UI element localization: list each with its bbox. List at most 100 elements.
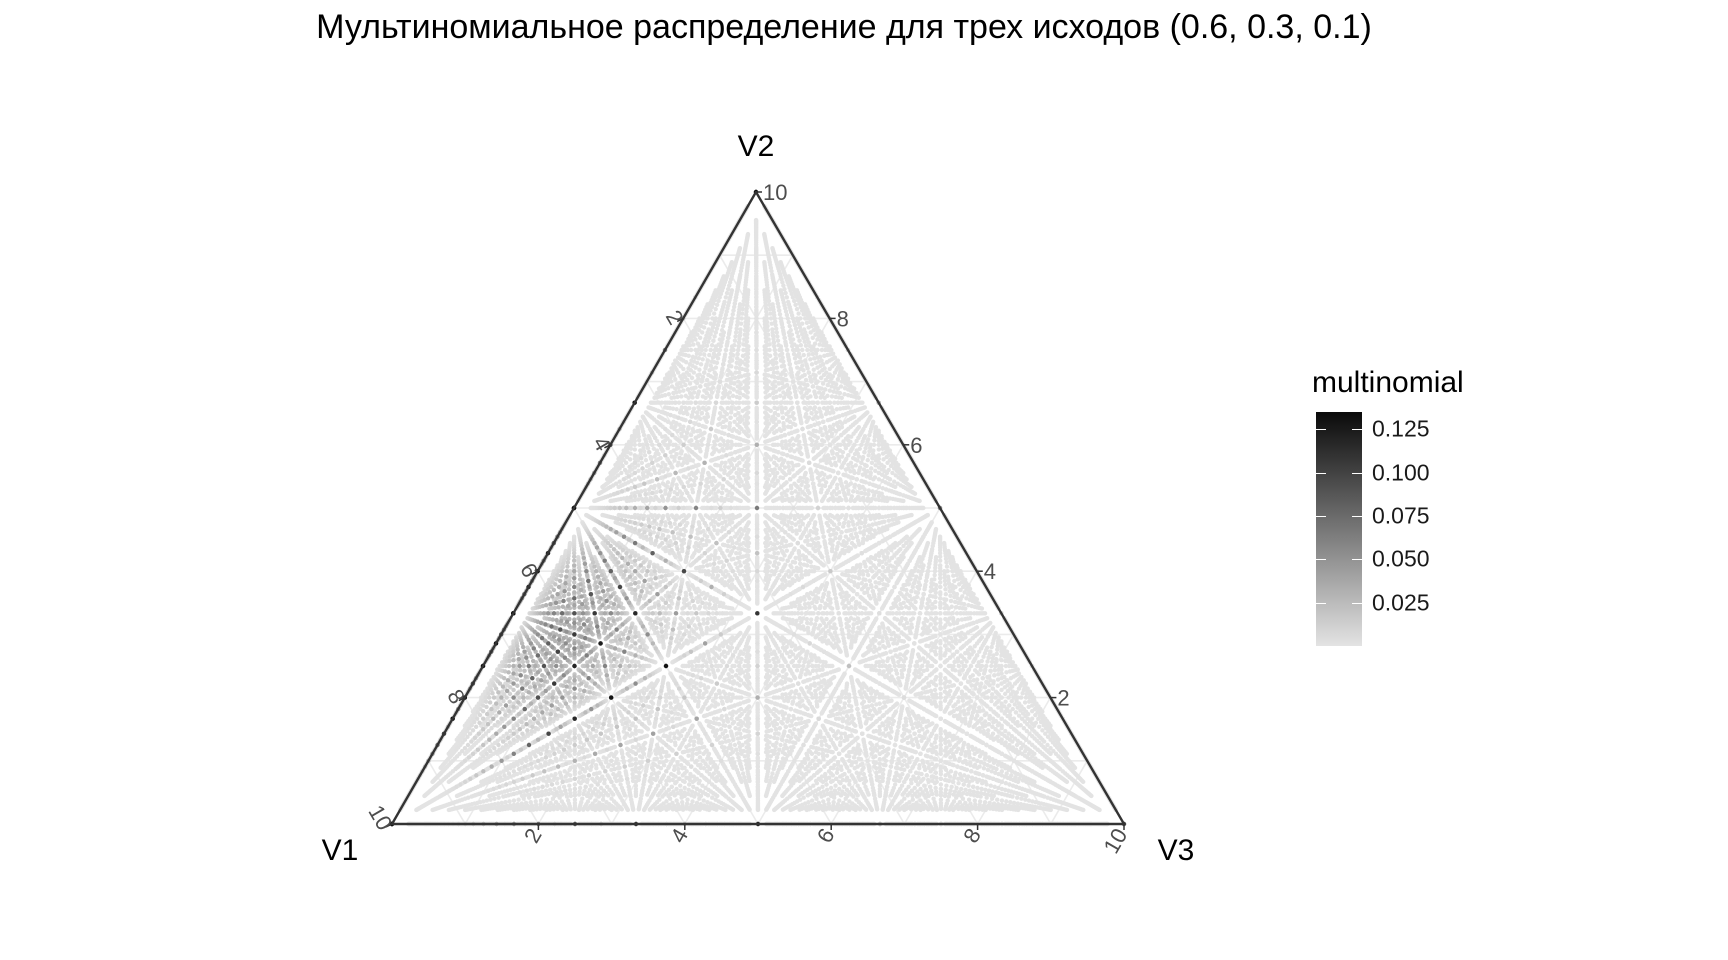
data-point <box>978 794 983 799</box>
data-point <box>989 663 994 669</box>
data-point <box>1029 716 1035 721</box>
data-point <box>897 760 902 766</box>
data-point <box>985 659 990 664</box>
data-point <box>989 695 995 700</box>
data-point <box>881 762 886 767</box>
data-point <box>985 695 990 700</box>
data-point <box>908 577 913 582</box>
data-point <box>977 708 983 714</box>
data-point <box>989 659 995 665</box>
data-point <box>915 724 920 729</box>
data-point <box>922 783 927 788</box>
data-point <box>938 674 943 679</box>
data-point <box>991 801 997 806</box>
data-point <box>813 360 819 366</box>
data-point <box>1043 731 1048 736</box>
data-point <box>994 711 999 717</box>
data-point <box>994 651 999 657</box>
data-point <box>891 641 896 646</box>
data-point <box>999 791 1005 797</box>
data-point <box>926 644 932 649</box>
data-point <box>990 731 996 736</box>
data-point <box>995 723 1001 728</box>
data-point <box>995 734 1000 740</box>
data-point <box>963 800 968 806</box>
data-point <box>975 785 980 791</box>
data-point <box>931 796 936 801</box>
data-point <box>915 663 920 669</box>
data-point <box>892 782 898 787</box>
data-point <box>880 446 885 451</box>
data-point <box>938 793 944 798</box>
data-point <box>967 679 973 684</box>
data-point <box>1033 720 1039 726</box>
data-point <box>910 572 915 578</box>
data-point <box>960 594 965 599</box>
data-point <box>966 603 971 608</box>
data-point <box>1009 773 1014 778</box>
data-point <box>974 670 980 675</box>
data-point <box>962 632 967 637</box>
data-point <box>1008 675 1014 681</box>
data-point <box>842 738 847 744</box>
data-point <box>1005 735 1010 741</box>
data-point <box>989 644 994 650</box>
data-point <box>957 712 962 718</box>
data-point <box>916 771 922 776</box>
data-point <box>972 762 978 767</box>
data-point <box>867 449 872 454</box>
data-point <box>966 651 971 657</box>
data-point <box>1017 776 1022 782</box>
data-point <box>991 679 996 684</box>
data-point <box>972 704 977 710</box>
data-point <box>870 489 875 494</box>
data-point <box>837 786 842 792</box>
data-point <box>1015 719 1020 725</box>
data-point <box>967 655 972 660</box>
data-point <box>958 634 963 639</box>
data-point <box>952 578 957 584</box>
data-point <box>999 726 1004 731</box>
data-point <box>955 617 961 623</box>
data-point <box>931 774 937 780</box>
data-point <box>1018 723 1023 728</box>
data-point <box>841 800 846 806</box>
data-point <box>953 668 958 673</box>
data-point <box>833 783 838 788</box>
data-point <box>931 582 937 587</box>
data-point <box>975 713 980 718</box>
data-point <box>1034 731 1039 736</box>
data-point <box>914 800 919 806</box>
data-point <box>981 654 986 659</box>
data-point <box>968 760 973 766</box>
data-point <box>826 801 831 806</box>
data-point <box>859 442 864 447</box>
data-point <box>988 783 993 788</box>
data-point <box>1012 702 1018 707</box>
data-point <box>984 782 989 787</box>
data-point <box>1004 771 1009 776</box>
data-point <box>1017 761 1022 767</box>
data-point <box>919 738 924 744</box>
data-point <box>999 704 1004 710</box>
data-point <box>1003 663 1009 669</box>
data-point <box>881 731 886 736</box>
data-point <box>979 781 985 786</box>
data-point <box>881 723 886 728</box>
data-point <box>977 799 983 804</box>
data-point <box>970 673 976 678</box>
data-point <box>1022 700 1028 705</box>
data-point <box>1021 706 1027 712</box>
data-point <box>919 734 924 740</box>
data-point <box>992 784 997 790</box>
data-point <box>972 751 977 756</box>
data-point <box>947 584 952 590</box>
data-point <box>1030 727 1035 732</box>
data-point <box>938 580 943 585</box>
data-point <box>1045 742 1050 748</box>
data-point <box>869 778 874 783</box>
data-point <box>1026 751 1032 756</box>
data-point <box>975 720 980 726</box>
data-point <box>926 683 932 688</box>
